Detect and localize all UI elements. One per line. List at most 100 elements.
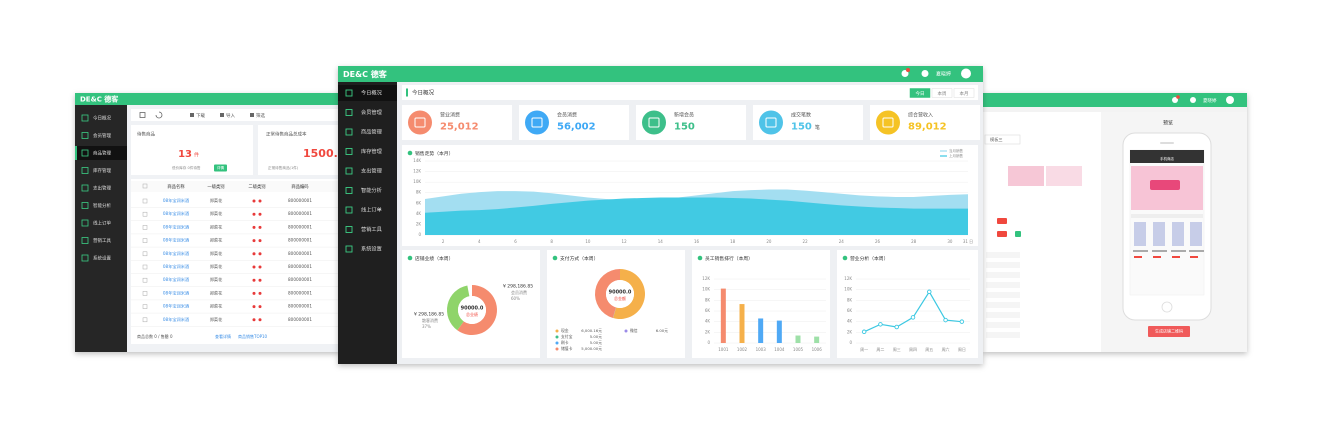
product-price	[1134, 256, 1142, 258]
product-code: 800000001	[288, 251, 312, 256]
x-tick-label: 18	[730, 239, 736, 244]
stat-icon-glyph	[882, 117, 894, 128]
footer-link[interactable]: 商品销售TOP10	[238, 333, 268, 339]
status-dot	[252, 318, 256, 322]
x-tick-label: 20	[766, 239, 772, 244]
form-line	[986, 332, 1020, 338]
product-name[interactable]: 08年宝润米酒	[163, 237, 189, 244]
pie-hole	[458, 296, 486, 324]
y-tick-label: 2K	[705, 329, 711, 334]
product-name[interactable]: 08年宝润米酒	[163, 303, 189, 310]
panel-icon	[552, 255, 558, 261]
pie-hole	[606, 280, 634, 308]
menu-icon	[81, 167, 89, 174]
x-tick-label: 1006	[812, 347, 823, 352]
phone-title: 手机商店	[1160, 156, 1175, 161]
title-marker	[406, 88, 408, 97]
menu-icon	[81, 184, 89, 192]
menu-item[interactable]: 今日概况	[361, 89, 383, 97]
panel-icon	[842, 255, 848, 261]
period-tab-label[interactable]: 本周	[938, 90, 947, 97]
footer-link[interactable]: 查看详情	[215, 333, 231, 339]
menu-item[interactable]: 智能分析	[93, 202, 111, 209]
menu-item[interactable]: 线上订单	[93, 220, 111, 227]
menu-item[interactable]: 支出管理	[93, 185, 111, 192]
menu-item[interactable]: 商品管理	[93, 150, 111, 157]
menu-item[interactable]: 库存管理	[361, 147, 383, 155]
product-name[interactable]: 08年宝润米酒	[163, 263, 189, 270]
menu-item[interactable]: 营销工具	[93, 237, 111, 244]
menu-item[interactable]: 智能分析	[361, 186, 382, 194]
product-name[interactable]: 08年宝润米酒	[163, 289, 189, 296]
menu-item[interactable]: 系统设置	[93, 255, 111, 262]
main-screen: DE&C 德客 夏晓婷今日概况会员管理商品管理库存管理支出管理智能分析线上订单营销…	[338, 66, 983, 364]
product-text	[1189, 250, 1204, 252]
menu-icon	[345, 226, 353, 233]
status-dot	[252, 239, 256, 243]
x-tick-label: 4	[478, 239, 481, 244]
menu-active	[75, 146, 127, 160]
toolbar-icon	[250, 113, 254, 117]
menu-item[interactable]: 线上订单	[361, 206, 382, 214]
menu-item[interactable]: 商品管理	[361, 128, 383, 136]
y-tick-label: 10K	[413, 179, 421, 184]
table-header-bg	[131, 181, 340, 192]
card-button-label[interactable]: 详情	[217, 165, 225, 170]
menu-item[interactable]: 今日概况	[93, 115, 111, 122]
line-point	[894, 324, 899, 330]
toolbar	[131, 109, 340, 121]
menu-item[interactable]: 会员管理	[93, 132, 111, 139]
qr-button-label[interactable]: 生成店铺二维码	[1155, 328, 1183, 334]
area-series	[425, 197, 968, 235]
menu-item[interactable]: 库存管理	[93, 167, 111, 174]
bar	[758, 318, 764, 343]
stat-value: 89,012	[908, 122, 947, 133]
stat-value: 56,002	[557, 122, 596, 133]
menu-icon	[345, 206, 353, 214]
y-tick-label: 0	[707, 340, 710, 345]
menu-item[interactable]: 会员管理	[361, 108, 383, 116]
menu-icon	[345, 109, 353, 116]
x-tick-label: 31 日	[963, 239, 973, 244]
product-name[interactable]: 08年宝润米酒	[163, 197, 189, 204]
pie-category: 散客消费	[422, 317, 438, 323]
period-tab-label[interactable]: 今日	[916, 90, 925, 97]
checkbox	[142, 238, 148, 243]
form-line	[986, 252, 1020, 258]
x-tick-label: 周日	[958, 346, 966, 352]
checkbox	[142, 198, 148, 204]
menu-item[interactable]: 系统设置	[361, 245, 382, 253]
toolbar-button[interactable]: 下载	[196, 112, 205, 119]
product-name[interactable]: 08年宝润米酒	[163, 276, 189, 283]
legend-label: 当月销售	[949, 148, 963, 153]
pie-amount: ¥ 298,186.85	[503, 284, 533, 290]
status-dot	[252, 291, 256, 295]
category: 郑菜花	[210, 210, 223, 217]
x-tick-label: 周二	[876, 346, 884, 352]
product-name[interactable]: 08年宝润米酒	[163, 223, 189, 230]
category: 郑菜花	[210, 289, 223, 296]
status-dot	[252, 199, 256, 203]
table-header: 二级类别	[248, 183, 265, 190]
period-tab-label[interactable]: 本月	[960, 90, 969, 97]
list-icon	[139, 112, 146, 118]
toolbar-button[interactable]: 导入	[226, 113, 235, 119]
stat-value: 150	[791, 122, 812, 133]
menu-item[interactable]: 营销工具	[361, 225, 382, 233]
product-price	[1172, 256, 1180, 258]
checkbox	[142, 291, 148, 296]
user-name[interactable]: 夏晓婷	[1203, 97, 1217, 104]
product-name[interactable]: 08年宝润米酒	[163, 316, 189, 323]
status-dot	[258, 239, 262, 243]
menu-item[interactable]: 支出管理	[361, 167, 383, 175]
x-tick-label: 14	[658, 239, 664, 244]
toolbar-button[interactable]: 筛选	[256, 112, 265, 119]
user-name[interactable]: 夏晓婷	[936, 71, 951, 78]
product-code: 800000001	[288, 290, 312, 295]
x-tick-label: 8	[550, 239, 553, 244]
product-name[interactable]: 08年宝润米酒	[163, 210, 189, 217]
product-name[interactable]: 08年宝润米酒	[163, 250, 189, 257]
stat-icon	[642, 110, 666, 135]
home-button	[1161, 301, 1173, 313]
menu-icon	[345, 148, 353, 155]
